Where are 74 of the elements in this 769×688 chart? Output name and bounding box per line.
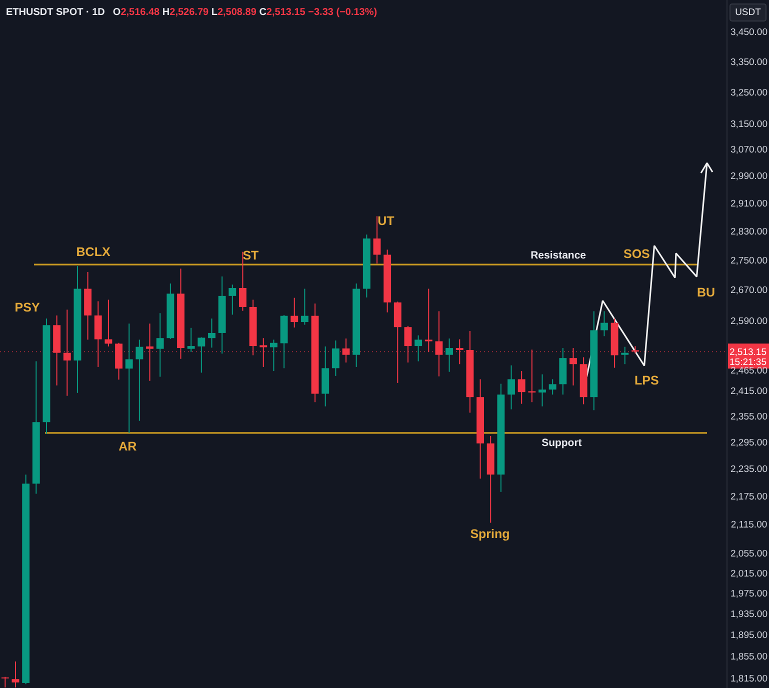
- candlestick: [342, 338, 350, 363]
- candlestick: [208, 318, 216, 348]
- y-tick-label: 2,990.00: [730, 171, 768, 182]
- y-tick-label: 1,815.00: [730, 674, 768, 685]
- candlestick: [332, 340, 340, 376]
- candlestick: [63, 309, 71, 396]
- candlestick: [456, 338, 464, 365]
- y-tick-label: 2,295.00: [730, 437, 768, 448]
- y-tick-label: 2,590.00: [730, 316, 768, 327]
- y-axis-title: USDT: [735, 7, 762, 18]
- y-tick-label: 1,935.00: [730, 609, 768, 620]
- y-tick-label: 2,055.00: [730, 548, 768, 560]
- annotation: BU: [696, 285, 716, 300]
- annotation: SOS: [623, 247, 650, 261]
- y-tick-label: 2,910.00: [730, 198, 768, 210]
- candlestick: [104, 299, 112, 347]
- y-tick-label: 2,115.00: [730, 520, 768, 531]
- y-tick-label: 2,355.00: [730, 411, 768, 422]
- candlestick: [1, 676, 9, 688]
- annotation: LPS: [634, 374, 659, 388]
- text: ETHUSDT SPOT · 1D: [6, 7, 105, 18]
- text: O2,516.48 H2,526.79 L2,508.89 C2,513.15 −3.33 (−0.13%): [112, 7, 378, 18]
- y-tick-label: 2,750.00: [730, 255, 768, 266]
- candlestick: [260, 338, 268, 368]
- y-tick-label: 2,235.00: [730, 464, 768, 476]
- y-tick-label: 3,250.00: [730, 87, 768, 98]
- candlestick: [528, 349, 536, 403]
- candlestick: [290, 297, 298, 328]
- y-tick-label: 2,830.00: [730, 226, 768, 238]
- annotation: ST: [242, 248, 260, 263]
- y-tick-label: 3,150.00: [730, 118, 768, 130]
- candlestick: [125, 323, 133, 434]
- y-tick-label: 2,465.00: [730, 366, 768, 377]
- candlestick: [198, 336, 206, 374]
- y-tick-label: 1,975.00: [730, 588, 768, 600]
- y-tick-label: 3,070.00: [730, 144, 768, 156]
- ref-line-label: Resistance: [530, 250, 586, 262]
- candlestick: [228, 284, 236, 316]
- candlestick: [424, 288, 432, 353]
- candlestick: [518, 370, 526, 404]
- candlestick: [435, 310, 443, 377]
- y-tick-label: 2,415.00: [730, 386, 768, 398]
- candlestick: [538, 374, 546, 407]
- ref-line-label: Support: [542, 436, 582, 449]
- candlestick: [446, 338, 454, 372]
- candlestick: [508, 364, 515, 410]
- candlestick: [146, 323, 154, 382]
- candlestick: [600, 310, 608, 337]
- candlestick: [187, 327, 195, 353]
- annotation: Spring: [470, 527, 510, 541]
- candlestick: [12, 661, 20, 688]
- candlestick: [414, 334, 422, 362]
- y-tick-label: 2,175.00: [730, 491, 768, 502]
- text: 15:21:35: [730, 357, 766, 368]
- y-tick-label: 1,895.00: [730, 630, 768, 642]
- annotation: UT: [378, 214, 395, 228]
- y-tick-label: 1,855.00: [730, 652, 768, 663]
- y-tick-label: 3,450.00: [730, 27, 768, 38]
- candlestick: [94, 300, 102, 368]
- candlestick: [570, 348, 577, 386]
- candlestick: [156, 312, 164, 378]
- candlestick: [270, 339, 278, 372]
- y-tick-label: 3,350.00: [730, 56, 768, 68]
- candlestick: [136, 339, 144, 422]
- candlestick: [621, 346, 629, 365]
- y-tick-label: 2,670.00: [730, 285, 768, 296]
- annotation: BCLX: [76, 245, 111, 259]
- candlestick: [548, 378, 556, 396]
- candlestick: [300, 288, 308, 326]
- ref-line-label: 2,513.15: [730, 347, 766, 358]
- annotation: PSY: [14, 300, 40, 315]
- y-tick-label: 2,015.00: [730, 568, 768, 580]
- candlestick: [404, 325, 412, 363]
- annotation: AR: [118, 440, 137, 454]
